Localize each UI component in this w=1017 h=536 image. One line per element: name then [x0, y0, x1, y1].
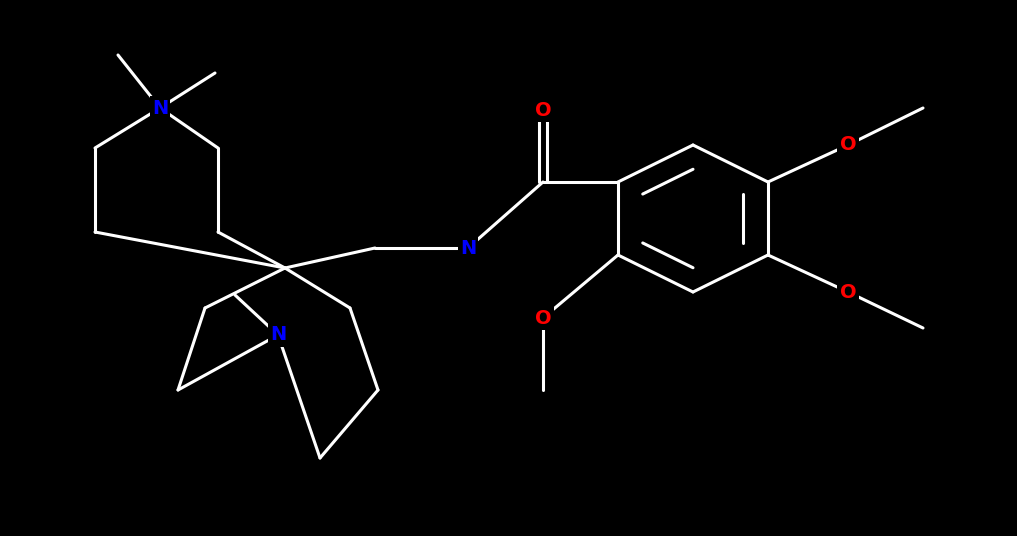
- Text: O: O: [535, 101, 551, 120]
- Text: O: O: [535, 309, 551, 327]
- Text: O: O: [840, 282, 856, 301]
- Text: O: O: [840, 136, 856, 154]
- Text: N: N: [460, 239, 476, 257]
- Text: N: N: [152, 99, 168, 117]
- Text: N: N: [270, 325, 286, 345]
